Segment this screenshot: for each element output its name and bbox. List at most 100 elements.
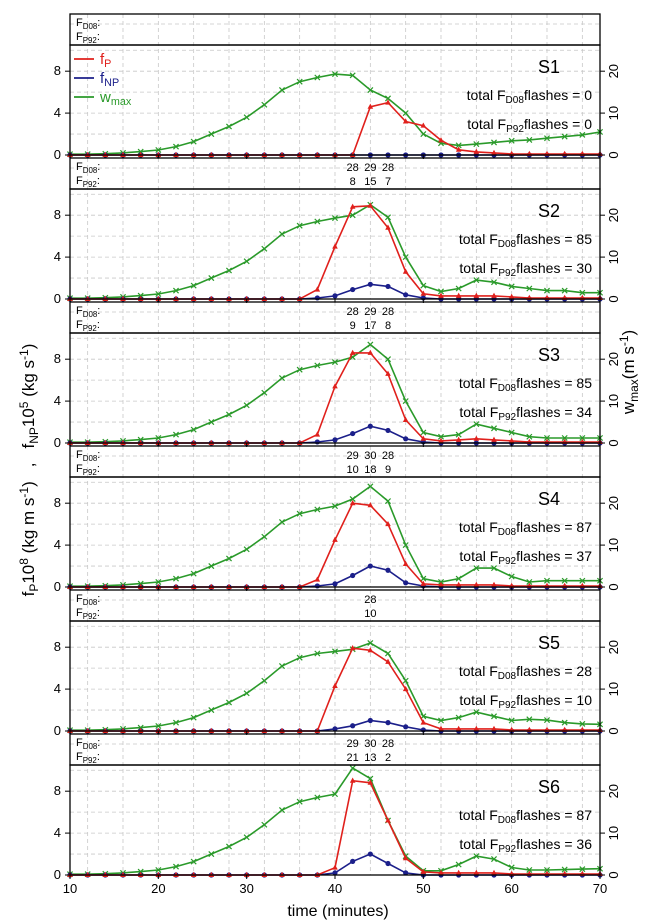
point-wmax: [367, 341, 374, 348]
point-wmax: [526, 716, 533, 723]
strip-d08-value: 28: [382, 738, 394, 750]
y-tick-label-right: 0: [606, 295, 621, 302]
point-fP: [332, 243, 338, 249]
point-wmax: [278, 663, 286, 670]
point-fNP: [403, 870, 409, 876]
point-fNP: [403, 436, 409, 442]
ylabel-fnp-exp: 5: [17, 401, 31, 408]
y-tick-label-left: 8: [54, 639, 61, 654]
y-tick-label-left: 4: [54, 249, 61, 264]
point-fP: [349, 349, 356, 355]
point-wmax: [526, 285, 533, 292]
point-fP: [367, 647, 374, 653]
point-wmax: [402, 677, 409, 684]
ylabel-fnp-close: ): [19, 344, 38, 350]
point-fP: [385, 224, 391, 230]
point-fNP: [385, 427, 391, 434]
point-wmax: [402, 542, 409, 549]
point-wmax: [243, 402, 250, 409]
point-wmax: [543, 287, 551, 294]
point-fP: [367, 202, 374, 208]
point-wmax: [349, 765, 356, 772]
y-tick-label-left: 8: [54, 207, 61, 222]
grid: [70, 158, 600, 299]
point-wmax: [367, 483, 374, 490]
point-fP: [438, 725, 444, 731]
point-wmax: [508, 717, 515, 724]
point-wmax: [367, 87, 374, 94]
point-fP: [402, 685, 409, 692]
panel-label: S1: [538, 57, 560, 77]
point-wmax: [561, 133, 568, 140]
point-fP: [314, 431, 321, 437]
strip-p92-value: 8: [350, 176, 356, 188]
point-wmax: [331, 791, 339, 798]
strip-label-d08: FD08:: [76, 737, 100, 751]
point-fP: [420, 290, 427, 296]
point-wmax: [155, 434, 162, 441]
y-axis-label-left: fP108 (kg m s-1),fNP105 (kg s-1): [17, 344, 41, 597]
point-wmax: [278, 231, 286, 238]
legend-label: wmax: [99, 89, 132, 108]
y-tick-label-right: 20: [606, 784, 621, 798]
point-wmax: [261, 533, 268, 540]
strip-p92-value: 7: [385, 176, 391, 188]
point-wmax: [331, 648, 339, 655]
point-fP: [385, 658, 391, 664]
strip-label-d08: FD08:: [76, 305, 100, 319]
y-tick-label-right: 10: [606, 250, 621, 264]
point-fNP: [385, 860, 391, 867]
point-wmax: [490, 565, 498, 572]
point-wmax: [490, 856, 498, 863]
point-wmax: [543, 866, 551, 873]
point-fP: [455, 869, 462, 875]
point-wmax: [437, 433, 445, 440]
y-tick-label-left: 4: [54, 393, 61, 408]
y-tick-label-left: 0: [54, 435, 61, 450]
y-tick-label-right: 20: [606, 640, 621, 654]
point-wmax: [314, 74, 321, 81]
point-wmax: [172, 431, 180, 438]
y-tick-label-left: 8: [54, 783, 61, 798]
point-wmax: [490, 713, 498, 720]
ylabel-wmax-close: ): [619, 330, 638, 336]
point-wmax: [473, 141, 480, 148]
ylabel-wmax-unit-exp: -1: [617, 335, 631, 346]
point-wmax: [155, 146, 162, 153]
point-fP: [385, 99, 391, 105]
point-fNP: [385, 283, 391, 290]
point-wmax: [190, 138, 197, 145]
x-tick-label: 70: [593, 881, 607, 896]
grid: [70, 14, 600, 155]
strip-d08-value: 30: [364, 738, 376, 750]
y-tick-label-left: 8: [54, 495, 61, 510]
point-wmax: [526, 136, 533, 143]
ylabel-fnp-unit-exp: -1: [17, 349, 31, 360]
ylabel-fnp-unit: (kg s: [19, 360, 38, 402]
point-fNP: [332, 581, 338, 587]
panel-label: S4: [538, 489, 560, 509]
point-fP: [332, 682, 338, 688]
strip-label-d08: FD08:: [76, 17, 100, 31]
strip-p92-value: 15: [364, 176, 376, 188]
point-wmax: [473, 565, 480, 572]
point-wmax: [579, 434, 586, 441]
point-wmax: [349, 72, 356, 79]
point-wmax: [367, 639, 374, 647]
point-fP: [367, 103, 374, 109]
point-wmax: [296, 222, 303, 229]
point-wmax: [296, 654, 303, 661]
y-tick-label-right: 20: [606, 64, 621, 78]
point-wmax: [402, 398, 409, 405]
total-p92-text: total FP92flashes = 36: [459, 836, 592, 855]
legend-label: fNP: [100, 70, 119, 89]
y-tick-label-right: 20: [606, 208, 621, 222]
point-fP: [420, 435, 427, 441]
y-tick-label-left: 4: [54, 825, 61, 840]
point-wmax: [561, 434, 568, 441]
point-wmax: [225, 267, 233, 274]
point-wmax: [579, 720, 586, 727]
point-wmax: [437, 288, 445, 295]
point-wmax: [384, 214, 392, 221]
